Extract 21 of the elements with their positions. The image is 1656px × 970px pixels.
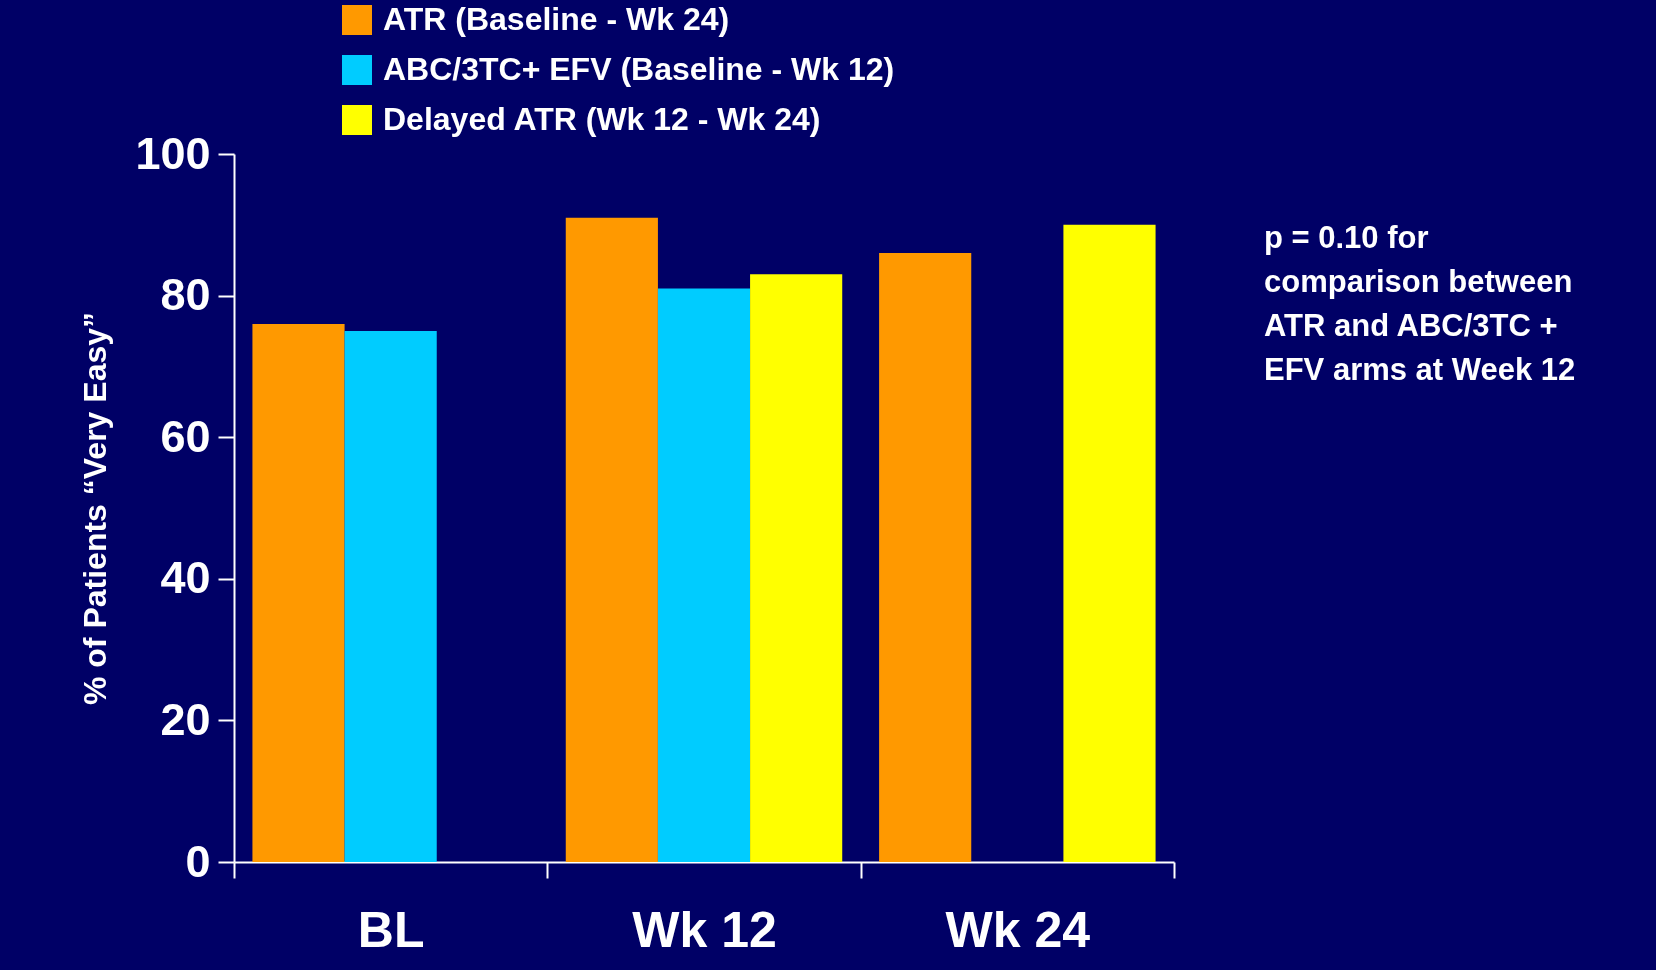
x-tick-label: BL — [357, 901, 425, 958]
y-tick-label: 80 — [160, 269, 211, 321]
bar — [657, 288, 751, 862]
bar — [1063, 224, 1156, 862]
y-tick-label: 40 — [160, 552, 211, 604]
bar — [750, 274, 843, 862]
y-tick-label: 100 — [135, 127, 211, 179]
y-tick-label: 0 — [185, 835, 211, 887]
legend-label: Delayed ATR (Wk 12 - Wk 24) — [383, 101, 821, 137]
x-tick-label: Wk 12 — [632, 901, 777, 958]
y-axis-title: % of Patients “Very Easy” — [77, 311, 114, 706]
legend-label: ABC/3TC+ EFV (Baseline - Wk 12) — [383, 51, 895, 87]
text: p = 0.10 for comparison between ATR and ABC/3TC + EFV arms at Week 12 — [1264, 220, 1576, 387]
y-tick-label: 60 — [160, 410, 211, 462]
x-tick-label: Wk 24 — [945, 901, 1091, 958]
bar — [565, 217, 658, 862]
bar — [344, 331, 437, 862]
bar — [252, 323, 345, 862]
y-tick-label: 20 — [160, 693, 211, 745]
legend-label: ATR (Baseline - Wk 24) — [383, 1, 730, 37]
bar — [879, 253, 972, 862]
